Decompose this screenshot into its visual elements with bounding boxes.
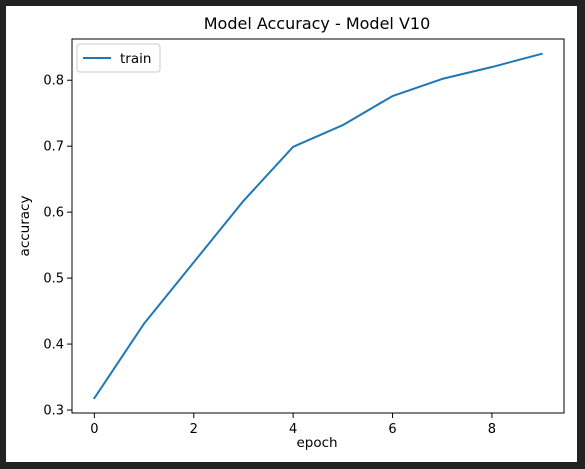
x-tick-label: 2 bbox=[190, 422, 198, 437]
x-tick-label: 4 bbox=[289, 422, 297, 437]
x-tick-label: 0 bbox=[90, 422, 98, 437]
x-axis-label: epoch bbox=[296, 435, 337, 451]
legend-label-train: train bbox=[120, 51, 151, 67]
y-axis: 0.3 0.4 0.5 0.6 0.7 0.8 bbox=[43, 74, 72, 419]
plot-area bbox=[71, 38, 565, 414]
y-tick-label: 0.5 bbox=[43, 272, 64, 287]
series-line-train bbox=[92, 52, 543, 400]
y-tick-label: 0.4 bbox=[43, 338, 64, 353]
x-axis: 0 2 4 6 8 bbox=[90, 413, 496, 437]
chart-title: Model Accuracy - Model V10 bbox=[204, 14, 431, 33]
y-tick-label: 0.3 bbox=[43, 404, 64, 419]
series-layer bbox=[92, 52, 543, 400]
legend: train bbox=[76, 43, 161, 73]
y-axis-label: accuracy bbox=[17, 196, 33, 257]
x-tick-label: 8 bbox=[488, 422, 496, 437]
y-tick-label: 0.8 bbox=[43, 74, 64, 89]
y-tick-label: 0.6 bbox=[43, 206, 64, 221]
x-tick-label: 6 bbox=[388, 422, 396, 437]
y-tick-label: 0.7 bbox=[43, 140, 64, 155]
legend-box bbox=[76, 43, 161, 73]
